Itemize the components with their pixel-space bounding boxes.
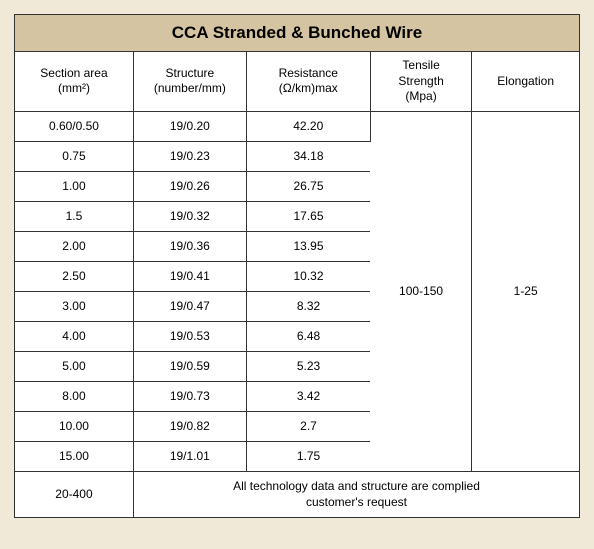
- col-header-line: (Mpa): [405, 89, 436, 103]
- col-header-line: (number/mm): [154, 81, 226, 95]
- cell-elongation: 1-25: [472, 111, 579, 471]
- cell-section: 5.00: [15, 351, 133, 381]
- col-header-line: (Ω/km)max: [279, 81, 338, 95]
- cell-structure: 19/0.32: [133, 201, 246, 231]
- cell-resistance: 1.75: [246, 441, 370, 471]
- table-row: 0.60/0.50 19/0.20 42.20 100-150 1-25: [15, 111, 579, 141]
- cell-section: 8.00: [15, 381, 133, 411]
- cell-section: 2.50: [15, 261, 133, 291]
- cell-section: 0.60/0.50: [15, 111, 133, 141]
- col-header-section: Section area (mm²): [15, 52, 133, 111]
- cell-structure: 19/0.53: [133, 321, 246, 351]
- cell-structure: 19/0.36: [133, 231, 246, 261]
- cell-resistance: 5.23: [246, 351, 370, 381]
- cell-section: 2.00: [15, 231, 133, 261]
- col-header-resistance: Resistance (Ω/km)max: [246, 52, 370, 111]
- cell-section: 0.75: [15, 141, 133, 171]
- col-header-line: Tensile: [402, 58, 439, 72]
- header-row: Section area (mm²) Structure (number/mm)…: [15, 52, 579, 111]
- cell-section: 10.00: [15, 411, 133, 441]
- col-header-line: Strength: [398, 74, 443, 88]
- footer-section: 20-400: [15, 471, 133, 517]
- cell-resistance: 26.75: [246, 171, 370, 201]
- col-header-line: Resistance: [279, 66, 338, 80]
- table-body: 0.60/0.50 19/0.20 42.20 100-150 1-25 0.7…: [15, 111, 579, 517]
- col-header-structure: Structure (number/mm): [133, 52, 246, 111]
- table-container: CCA Stranded & Bunched Wire Section area…: [14, 14, 580, 518]
- cell-tensile: 100-150: [370, 111, 472, 471]
- cell-structure: 19/0.47: [133, 291, 246, 321]
- page-container: CCA Stranded & Bunched Wire Section area…: [0, 0, 594, 549]
- footer-row: 20-400 All technology data and structure…: [15, 471, 579, 517]
- cell-structure: 19/0.41: [133, 261, 246, 291]
- cell-section: 1.00: [15, 171, 133, 201]
- cell-resistance: 3.42: [246, 381, 370, 411]
- cell-resistance: 34.18: [246, 141, 370, 171]
- cell-structure: 19/0.23: [133, 141, 246, 171]
- cell-resistance: 42.20: [246, 111, 370, 141]
- cell-section: 4.00: [15, 321, 133, 351]
- spec-table: Section area (mm²) Structure (number/mm)…: [15, 52, 579, 517]
- col-header-line: (mm²): [58, 81, 90, 95]
- cell-structure: 19/0.59: [133, 351, 246, 381]
- cell-structure: 19/1.01: [133, 441, 246, 471]
- col-header-line: Structure: [165, 66, 214, 80]
- table-title: CCA Stranded & Bunched Wire: [15, 15, 579, 52]
- col-header-tensile: Tensile Strength (Mpa): [370, 52, 472, 111]
- col-header-line: Elongation: [497, 74, 554, 88]
- cell-resistance: 10.32: [246, 261, 370, 291]
- cell-resistance: 2.7: [246, 411, 370, 441]
- cell-section: 1.5: [15, 201, 133, 231]
- cell-resistance: 17.65: [246, 201, 370, 231]
- footer-note-line: customer's request: [306, 495, 407, 509]
- cell-section: 3.00: [15, 291, 133, 321]
- cell-section: 15.00: [15, 441, 133, 471]
- cell-resistance: 8.32: [246, 291, 370, 321]
- cell-structure: 19/0.20: [133, 111, 246, 141]
- footer-note-line: All technology data and structure are co…: [233, 479, 480, 493]
- cell-resistance: 13.95: [246, 231, 370, 261]
- col-header-elongation: Elongation: [472, 52, 579, 111]
- cell-structure: 19/0.82: [133, 411, 246, 441]
- col-header-line: Section area: [40, 66, 107, 80]
- cell-structure: 19/0.73: [133, 381, 246, 411]
- cell-resistance: 6.48: [246, 321, 370, 351]
- cell-structure: 19/0.26: [133, 171, 246, 201]
- footer-note: All technology data and structure are co…: [133, 471, 579, 517]
